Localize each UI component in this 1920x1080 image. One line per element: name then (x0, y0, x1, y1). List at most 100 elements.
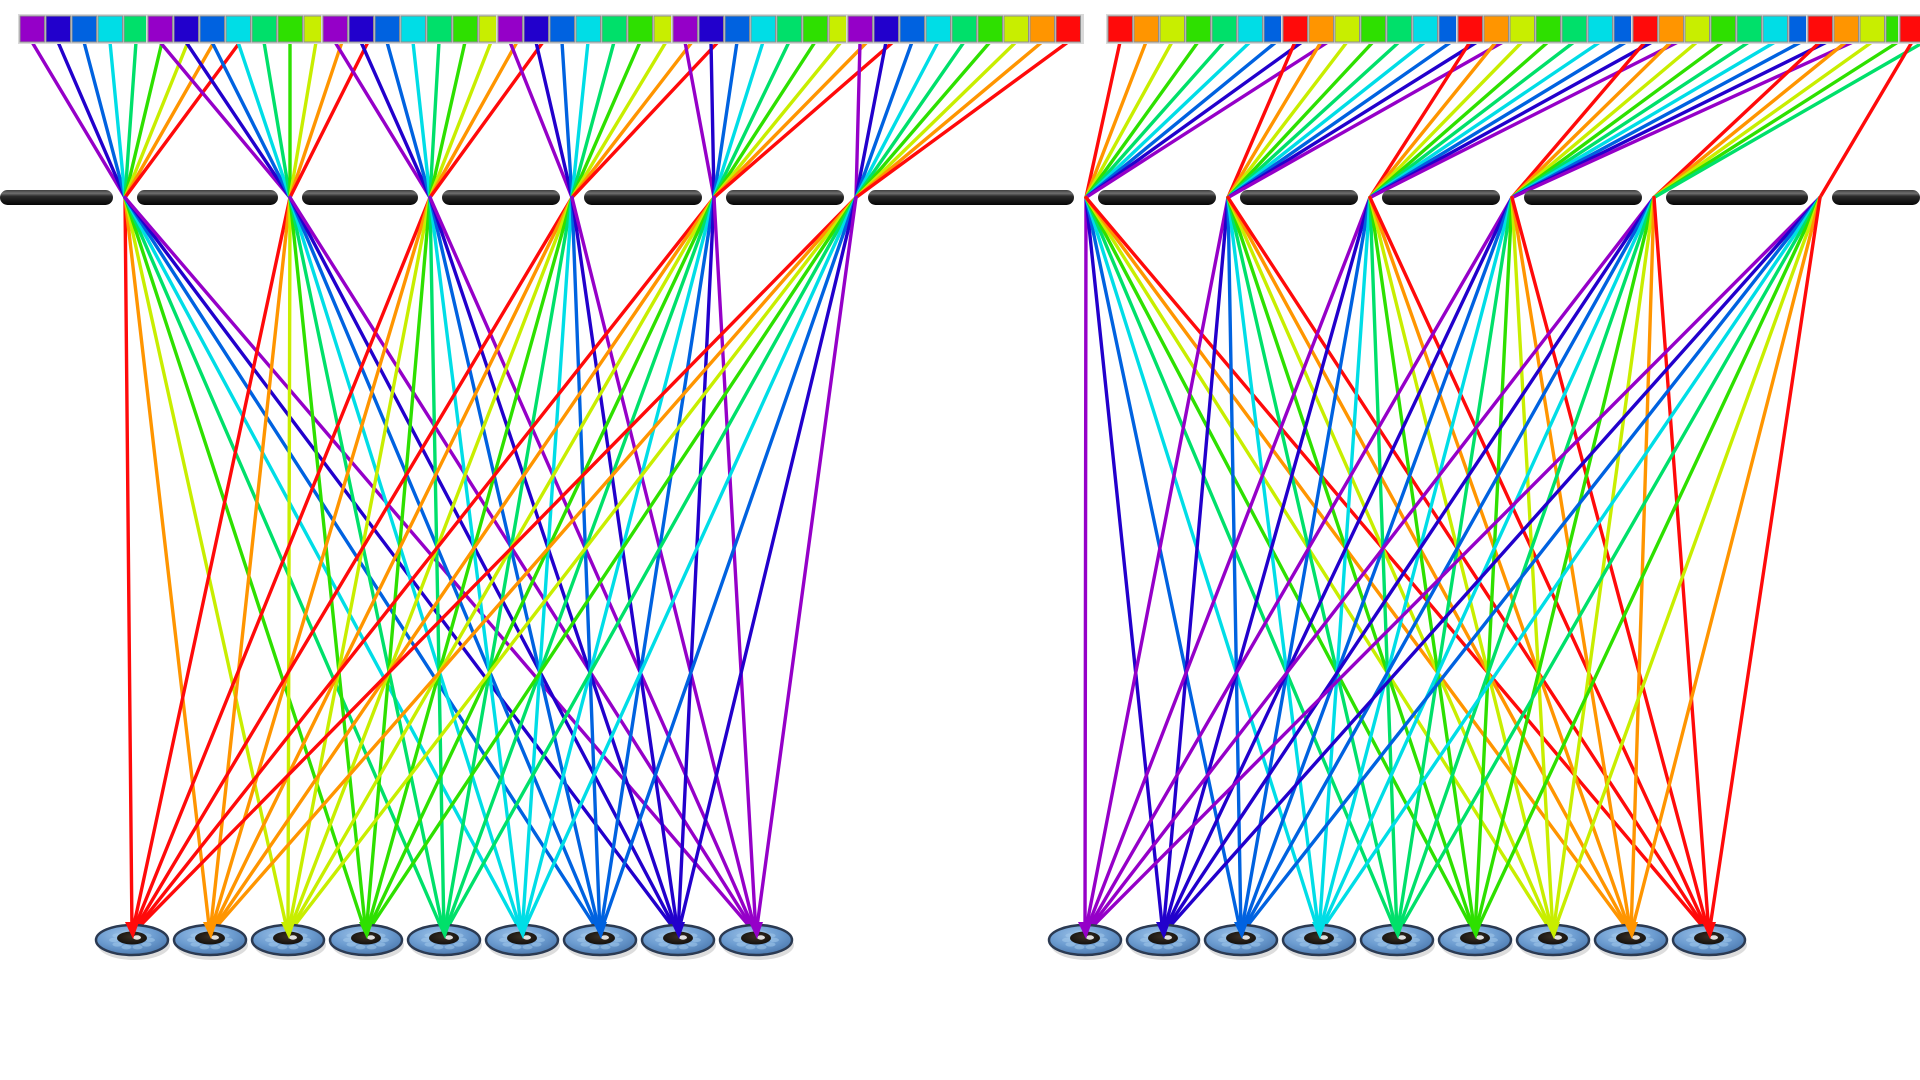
source-cell[interactable] (1684, 15, 1710, 43)
detector-dish[interactable] (94, 922, 170, 960)
source-cell[interactable] (1807, 15, 1833, 43)
source-cell[interactable] (1237, 15, 1263, 43)
source-cell[interactable] (1899, 15, 1920, 43)
dish-speckle (1406, 942, 1417, 947)
source-cell[interactable] (1561, 15, 1587, 43)
source-cell[interactable] (1308, 15, 1334, 43)
detector-dish[interactable] (1203, 922, 1279, 960)
source-cell[interactable] (549, 15, 575, 43)
source-cell[interactable] (426, 15, 452, 43)
source-cell[interactable] (1360, 15, 1386, 43)
source-cell[interactable] (1282, 15, 1308, 43)
source-cell[interactable] (873, 15, 899, 43)
dish-incoming-beam (359, 922, 373, 939)
detector-dish[interactable] (1359, 922, 1435, 960)
source-cell[interactable] (1736, 15, 1762, 43)
source-cell[interactable] (1859, 15, 1885, 43)
detector-dish[interactable] (250, 922, 326, 960)
source-cell[interactable] (1710, 15, 1736, 43)
source-cell[interactable] (199, 15, 225, 43)
source-cell[interactable] (1159, 15, 1185, 43)
source-cell[interactable] (173, 15, 199, 43)
source-cell[interactable] (1632, 15, 1658, 43)
detector-dish[interactable] (1437, 922, 1513, 960)
source-cell[interactable] (672, 15, 698, 43)
source-cell[interactable] (452, 15, 478, 43)
dish-speckle (1218, 937, 1228, 943)
detector-dish[interactable] (1047, 922, 1123, 960)
source-cell[interactable] (1003, 15, 1029, 43)
source-cell[interactable] (123, 15, 149, 43)
source-cell[interactable] (225, 15, 251, 43)
source-cell[interactable] (1483, 15, 1509, 43)
source-cell[interactable] (251, 15, 277, 43)
detector-dish[interactable] (1593, 922, 1669, 960)
source-cell[interactable] (575, 15, 601, 43)
source-cell[interactable] (1211, 15, 1237, 43)
source-cell[interactable] (1658, 15, 1684, 43)
source-cell[interactable] (348, 15, 374, 43)
source-cell[interactable] (899, 15, 925, 43)
source-cell[interactable] (1334, 15, 1360, 43)
source-cell[interactable] (601, 15, 627, 43)
source-cell[interactable] (1762, 15, 1788, 43)
detector-dish[interactable] (484, 922, 560, 960)
ray-lower (123, 195, 602, 936)
dish-speckle (1722, 937, 1732, 943)
source-cell[interactable] (776, 15, 802, 43)
detector-dish[interactable] (1125, 922, 1201, 960)
source-cell[interactable] (322, 15, 348, 43)
detector-dish[interactable] (640, 922, 716, 960)
source-cell[interactable] (97, 15, 123, 43)
source-cell[interactable] (1412, 15, 1438, 43)
source-cell[interactable] (71, 15, 97, 43)
ray-lower (1226, 195, 1633, 936)
source-cell[interactable] (400, 15, 426, 43)
source-cell[interactable] (925, 15, 951, 43)
dish-speckle (1608, 937, 1618, 943)
ray-lower (208, 195, 432, 936)
ray-upper (1652, 40, 1848, 200)
dish-speckle (375, 942, 386, 947)
source-cell[interactable] (698, 15, 724, 43)
source-cell[interactable] (1509, 15, 1535, 43)
dish-speckle (444, 944, 455, 950)
detector-dish[interactable] (1671, 922, 1747, 960)
source-cell[interactable] (1386, 15, 1412, 43)
detector-dish[interactable] (406, 922, 482, 960)
source-cell[interactable] (277, 15, 303, 43)
source-cell[interactable] (977, 15, 1003, 43)
source-cell[interactable] (627, 15, 653, 43)
detector-dish[interactable] (562, 922, 638, 960)
source-cell[interactable] (1029, 15, 1055, 43)
detector-dish[interactable] (1515, 922, 1591, 960)
detector-dish[interactable] (718, 922, 794, 960)
detector-dish[interactable] (328, 922, 404, 960)
source-cell[interactable] (1185, 15, 1211, 43)
dish-speckle (1566, 937, 1576, 943)
source-cell[interactable] (374, 15, 400, 43)
ray-lower (1368, 195, 1711, 936)
source-cell[interactable] (1535, 15, 1561, 43)
source-cell[interactable] (951, 15, 977, 43)
dish-speckle (745, 944, 756, 950)
source-cell[interactable] (1833, 15, 1859, 43)
source-cell[interactable] (1457, 15, 1483, 43)
ray-upper (56, 40, 127, 200)
source-cell[interactable] (802, 15, 828, 43)
source-cell[interactable] (1587, 15, 1613, 43)
source-cell[interactable] (1133, 15, 1159, 43)
source-cell[interactable] (523, 15, 549, 43)
source-cell[interactable] (847, 15, 873, 43)
source-cell[interactable] (750, 15, 776, 43)
detector-dish[interactable] (1281, 922, 1357, 960)
dish-incoming-beam (1468, 922, 1482, 939)
detector-dish[interactable] (172, 922, 248, 960)
source-cell[interactable] (45, 15, 71, 43)
source-cell[interactable] (19, 15, 45, 43)
source-cell[interactable] (1055, 15, 1081, 43)
source-cell[interactable] (724, 15, 750, 43)
source-cell[interactable] (1107, 15, 1133, 43)
source-cell[interactable] (147, 15, 173, 43)
source-cell[interactable] (497, 15, 523, 43)
